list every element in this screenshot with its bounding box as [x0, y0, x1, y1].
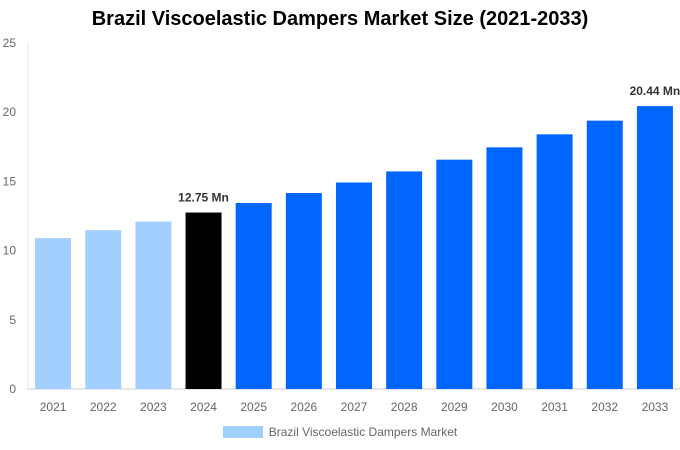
- bar-2033: [636, 106, 673, 389]
- bar-2026: [285, 193, 322, 389]
- bar-2022: [85, 230, 122, 389]
- bar-2030: [486, 147, 523, 389]
- y-tick-label: 15: [3, 174, 17, 188]
- chart-title: Brazil Viscoelastic Dampers Market Size …: [91, 8, 589, 30]
- x-tick-label: 2027: [341, 400, 368, 414]
- x-tick-label: 2030: [491, 400, 518, 414]
- bar-2029: [436, 159, 473, 389]
- y-tick-label: 10: [3, 244, 17, 258]
- x-tick-label: 2022: [90, 400, 117, 414]
- x-tick-label: 2029: [441, 400, 468, 414]
- x-tick-label: 2025: [240, 400, 267, 414]
- x-tick-label: 2033: [642, 400, 669, 414]
- y-tick-label: 0: [9, 382, 16, 396]
- data-label: 20.44 Mn: [630, 84, 680, 98]
- x-tick-label: 2024: [190, 400, 217, 414]
- legend-label: Brazil Viscoelastic Dampers Market: [268, 425, 458, 439]
- bar-2021: [35, 238, 72, 389]
- bar-2031: [536, 134, 573, 389]
- legend: Brazil Viscoelastic Dampers Market: [0, 425, 680, 439]
- y-tick-label: 5: [9, 313, 16, 327]
- x-tick-label: 2031: [541, 400, 568, 414]
- x-tick-label: 2032: [591, 400, 618, 414]
- bar-2025: [235, 202, 272, 389]
- x-tick-label: 2021: [40, 400, 67, 414]
- bar-2024: [185, 212, 222, 389]
- bar-2032: [586, 120, 623, 390]
- data-label: 12.75 Mn: [178, 191, 229, 205]
- bar-2027: [336, 182, 372, 389]
- x-tick-label: 2026: [290, 400, 317, 414]
- x-tick-label: 2023: [140, 400, 167, 414]
- y-tick-label: 25: [3, 36, 17, 50]
- y-tick-label: 20: [3, 105, 17, 119]
- legend-swatch: [222, 426, 263, 438]
- x-tick-label: 2028: [391, 400, 418, 414]
- bar-2023: [135, 221, 172, 389]
- bar-2028: [386, 171, 423, 389]
